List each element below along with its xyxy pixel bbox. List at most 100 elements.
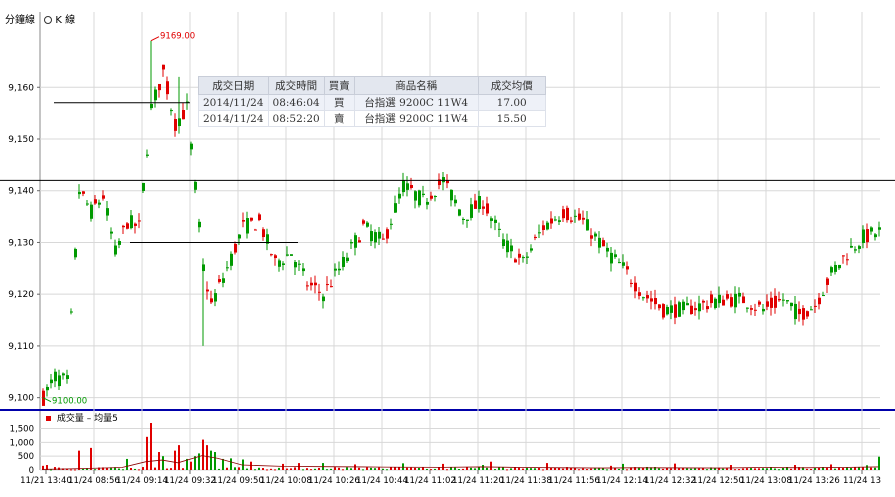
candle-body [362, 220, 365, 224]
volume-bar [506, 469, 508, 471]
volume-bar [846, 467, 848, 470]
volume-bar [262, 468, 264, 470]
trade-side: 買 [323, 94, 355, 111]
candle-body [646, 295, 649, 299]
volume-bar [82, 468, 84, 470]
candle-body [854, 249, 857, 251]
price-tick-label: 9,150 [8, 135, 34, 145]
candle-body [798, 308, 801, 315]
volume-bar [250, 461, 252, 470]
candle-body [846, 259, 849, 261]
candle-body [806, 311, 809, 317]
volume-tick-label: 1,000 [10, 438, 34, 448]
volume-bar [86, 468, 88, 470]
candle-body [614, 254, 617, 258]
candle-body [386, 229, 389, 239]
candle-body [534, 236, 537, 239]
candle-body [666, 306, 669, 315]
time-tick-label: 11/24 11:20 [452, 476, 504, 486]
candle-body [714, 298, 717, 309]
candle-body [322, 296, 325, 302]
volume-bar [646, 466, 648, 470]
candle-body [330, 286, 333, 288]
candle-body [642, 297, 645, 299]
candle-body [582, 217, 585, 220]
time-tick-label: 11/24 11:38 [500, 476, 552, 486]
volume-legend-label: 成交量 – 均量5 [56, 414, 118, 424]
volume-bar [790, 468, 792, 470]
volume-bar [378, 467, 380, 470]
volume-bar [46, 465, 48, 470]
candle-body [866, 229, 869, 243]
volume-bar [230, 458, 232, 470]
volume-bar [470, 467, 472, 470]
table-row[interactable]: 2014/11/24 08:52:20 賣 台指選 9200C 11W4 15.… [198, 110, 546, 127]
candle-body [770, 297, 773, 308]
kline-label[interactable]: K 線 [55, 15, 76, 26]
candle-body [458, 209, 461, 216]
volume-bar [798, 467, 800, 470]
candle-body [90, 204, 93, 219]
volume-bar [870, 467, 872, 470]
candle-body [686, 303, 689, 306]
volume-bar [598, 467, 600, 470]
candle-body [802, 308, 805, 320]
candle-body [262, 229, 265, 238]
candle-body [450, 189, 453, 201]
volume-bar [282, 463, 284, 470]
col-product: 商品名稱 [353, 76, 479, 95]
candle-body [826, 278, 829, 285]
volume-bar [198, 453, 200, 470]
trade-price: 17.00 [477, 94, 546, 111]
candle-body [618, 262, 621, 264]
volume-bar [526, 467, 528, 470]
candle-body [498, 228, 501, 230]
volume-bar [154, 467, 156, 470]
time-tick-label: 11/24 08:56 [68, 476, 120, 486]
candle-body [234, 243, 237, 253]
volume-bar [450, 467, 452, 470]
volume-tick-label: 500 [18, 452, 34, 462]
candlesticks [42, 40, 881, 406]
candle-body [606, 247, 609, 252]
candle-body [862, 229, 865, 244]
time-tick-label: 11/21 13:40 [20, 476, 72, 486]
volume-bar [430, 469, 432, 471]
volume-bar [734, 469, 736, 471]
candle-body [186, 101, 189, 103]
volume-bar [626, 469, 628, 471]
candle-body [50, 379, 53, 384]
candle-body [774, 295, 777, 308]
volume-bar [482, 465, 484, 470]
volume-bar [394, 467, 396, 470]
candle-body [438, 179, 441, 186]
volume-bar [358, 467, 360, 470]
candle-body [654, 297, 657, 305]
volume-bar [490, 461, 492, 470]
candle-body [126, 223, 129, 229]
volume-bar [146, 436, 148, 470]
candle-body [378, 231, 381, 239]
volume-axis: 0 500 1,000 1,500 [10, 425, 34, 476]
time-tick-label: 11/24 12:50 [692, 476, 744, 486]
candle-body [870, 227, 873, 232]
volume-bar [78, 450, 80, 470]
candle-body [718, 294, 721, 304]
volume-bar [674, 463, 676, 470]
candle-body [810, 309, 813, 311]
trade-time: 08:52:20 [267, 110, 325, 127]
volume-bar [434, 468, 436, 470]
table-row[interactable]: 2014/11/24 08:46:04 買 台指選 9200C 11W4 17.… [198, 94, 546, 111]
volume-bar [786, 467, 788, 470]
volume-bar [550, 467, 552, 470]
period-label[interactable]: 分鐘線 [5, 15, 35, 26]
candle-body [674, 304, 677, 318]
candle-body [342, 256, 345, 267]
candle-body [610, 252, 613, 264]
volume-bar [650, 467, 652, 470]
volume-bar [838, 467, 840, 470]
candle-body [778, 298, 781, 301]
candle-body [546, 222, 549, 230]
candle-body [858, 246, 861, 249]
radio-circle-icon[interactable] [44, 16, 53, 24]
